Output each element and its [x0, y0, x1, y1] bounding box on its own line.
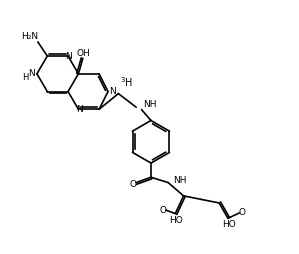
Text: O: O — [159, 205, 166, 215]
Text: HO: HO — [222, 220, 236, 229]
Text: NH: NH — [143, 100, 156, 109]
Text: H₂N: H₂N — [21, 32, 38, 41]
Text: N: N — [28, 69, 35, 78]
Text: N: N — [77, 105, 83, 114]
Text: N: N — [65, 52, 72, 60]
Text: O: O — [129, 180, 136, 188]
Text: HO: HO — [169, 216, 183, 225]
Text: N: N — [109, 87, 116, 96]
Text: $^{3}$H: $^{3}$H — [120, 75, 133, 89]
Text: OH: OH — [77, 49, 91, 58]
Text: NH: NH — [173, 176, 187, 185]
Text: O: O — [239, 208, 246, 217]
Text: H: H — [22, 73, 29, 82]
